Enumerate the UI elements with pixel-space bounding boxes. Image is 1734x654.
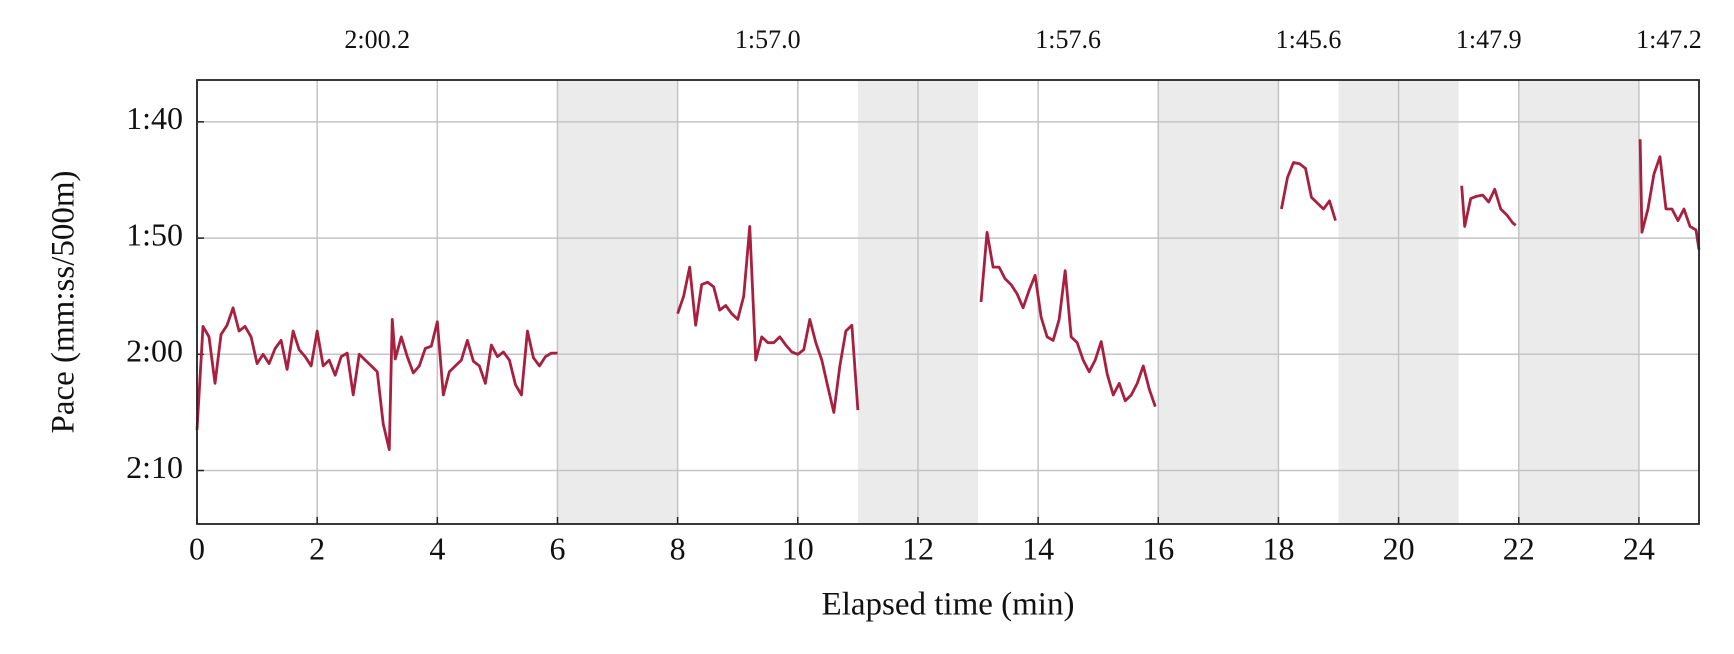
x-tick-label: 8 xyxy=(670,530,686,566)
x-tick-label: 2 xyxy=(309,530,325,566)
split-label: 2:00.2 xyxy=(344,25,410,54)
x-tick-label: 10 xyxy=(782,530,814,566)
split-label: 1:57.6 xyxy=(1035,25,1101,54)
x-tick-label: 22 xyxy=(1503,530,1535,566)
x-tick-label: 14 xyxy=(1022,530,1054,566)
x-tick-label: 24 xyxy=(1623,530,1655,566)
x-tick-label: 12 xyxy=(902,530,934,566)
split-label: 1:47.2 xyxy=(1636,25,1702,54)
y-tick-label: 2:00 xyxy=(126,333,183,369)
x-tick-label: 16 xyxy=(1142,530,1174,566)
x-axis-label: Elapsed time (min) xyxy=(822,587,1075,623)
pace-line xyxy=(195,139,1701,452)
x-tick-label: 20 xyxy=(1383,530,1415,566)
split-label: 1:45.6 xyxy=(1276,25,1342,54)
rest-interval xyxy=(557,80,678,524)
split-label: 1:57.0 xyxy=(735,25,801,54)
y-tick-label: 1:40 xyxy=(126,100,183,136)
split-label: 1:47.9 xyxy=(1456,25,1522,54)
rest-interval xyxy=(1158,80,1279,524)
x-tick-label: 6 xyxy=(549,530,565,566)
plot-frame xyxy=(196,79,1700,525)
x-tick-label: 18 xyxy=(1262,530,1294,566)
y-axis-label: Pace (mm:ss/500m) xyxy=(46,170,82,433)
y-tick-label: 2:10 xyxy=(126,449,183,485)
x-tick-label: 0 xyxy=(189,530,205,566)
x-tick-label: 4 xyxy=(429,530,445,566)
y-tick-label: 1:50 xyxy=(126,216,183,252)
rest-interval xyxy=(1518,80,1639,524)
